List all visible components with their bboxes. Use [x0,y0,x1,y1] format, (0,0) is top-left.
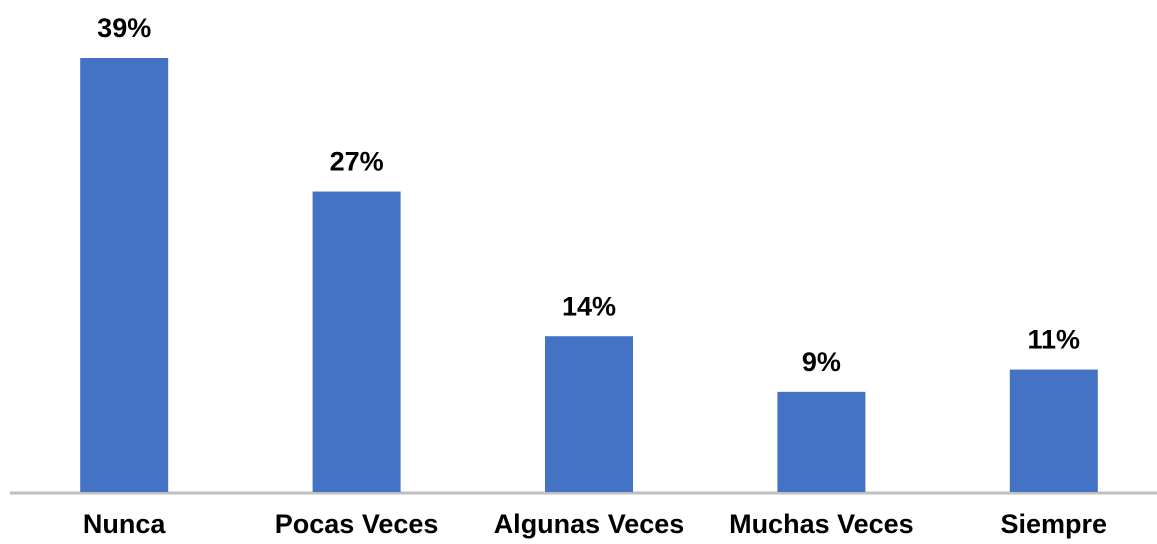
value-label: 14% [562,291,616,321]
bar [312,191,401,493]
bar [80,58,169,492]
x-tick-label: Algunas Veces [494,509,685,539]
bar [777,391,866,492]
x-tick-label: Pocas Veces [275,509,439,539]
value-label: 9% [802,347,841,377]
x-tick-label: Nunca [83,509,167,539]
x-tick-label: Muchas Veces [729,509,914,539]
bar [545,336,633,492]
x-tick-label: Siempre [1001,509,1108,539]
value-label: 27% [330,147,384,177]
value-label: 11% [1028,325,1081,355]
value-label: 39% [97,13,151,43]
bar [1009,369,1098,492]
